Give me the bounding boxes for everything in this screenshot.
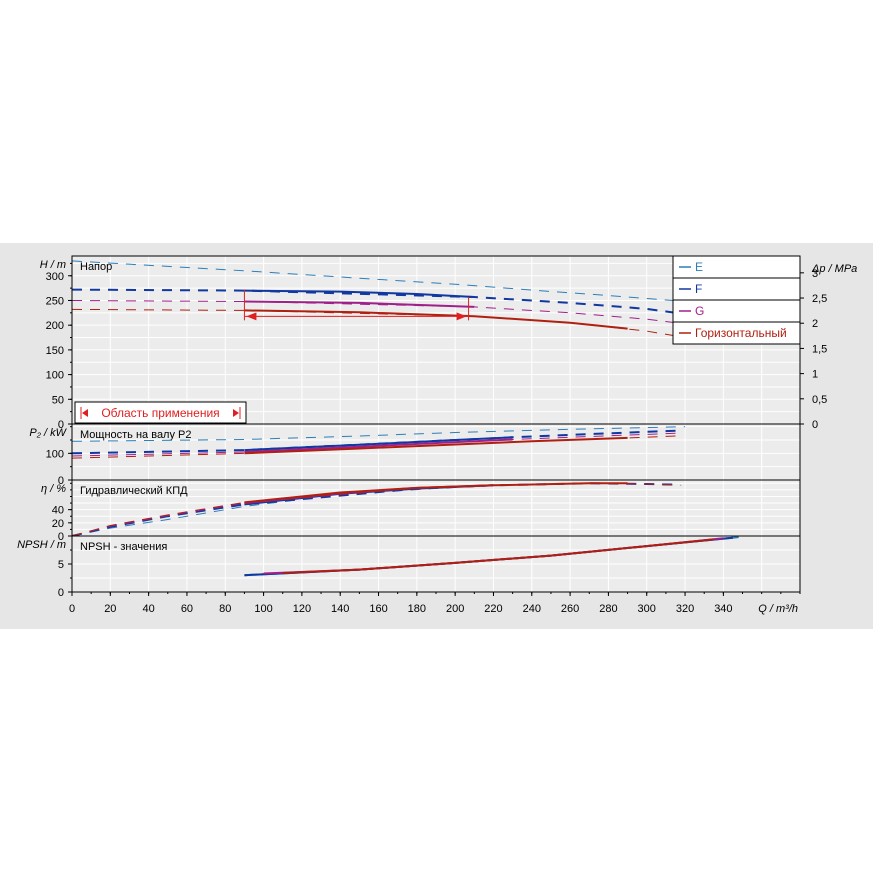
y2-axis-label: Δp / MPa — [811, 263, 857, 275]
range-label-box — [74, 401, 247, 424]
y2-tick-label: 2,5 — [812, 293, 827, 305]
y-axis-label: P₂ / kW — [29, 427, 67, 439]
range-arrow-right-icon — [456, 312, 467, 321]
y-tick-label: 300 — [46, 271, 64, 283]
x-tick-label: 300 — [638, 603, 656, 615]
range-arrow-left-icon — [246, 312, 257, 321]
x-axis: 0 20 40 60 80 100 120 140 160 180 200 220 240 260 280 3… — [69, 592, 801, 615]
y-tick-label: 50 — [52, 394, 64, 406]
y2-tick-label: 1,5 — [812, 343, 827, 355]
panel-title: Гидравлический КПД — [80, 485, 188, 497]
y-tick-label: 0 — [58, 587, 64, 599]
y-tick-label: 100 — [46, 448, 64, 460]
legend-entry-H — [672, 321, 801, 345]
range-label: Область применения — [101, 406, 219, 420]
y-axis-label: NPSH / m — [17, 539, 66, 551]
series-H-line — [244, 309, 628, 330]
x-axis-label: Q / m³/h — [758, 603, 798, 615]
series-G-line — [244, 438, 513, 453]
series-G-dashed-line — [71, 300, 676, 324]
panel-title: Напор — [80, 261, 112, 273]
legend-entry-E — [672, 255, 801, 279]
range-box-arrow-right-icon — [233, 409, 239, 417]
x-tick-label: 0 — [69, 603, 75, 615]
series-H-line — [282, 538, 714, 574]
y2-tick-label: 2 — [812, 318, 818, 330]
y-tick-label: 150 — [46, 345, 64, 357]
x-tick-label: 20 — [104, 603, 116, 615]
x-tick-label: 280 — [599, 603, 617, 615]
x-tick-label: 200 — [446, 603, 464, 615]
y2-tick-label: 1 — [812, 369, 818, 381]
x-tick-label: 180 — [408, 603, 426, 615]
legend-entry-F — [672, 277, 801, 301]
y-tick-label: 250 — [46, 295, 64, 307]
series-F-line — [244, 436, 513, 452]
y-axis-label: H / m — [40, 259, 66, 271]
x-tick-label: 100 — [254, 603, 272, 615]
y-tick-label: 20 — [52, 518, 64, 530]
y2-tick-label: 3 — [812, 268, 818, 280]
y-tick-label: 40 — [52, 505, 64, 517]
panel-power: 0 100 P₂ / kW Мощность на валу P2 — [29, 423, 801, 487]
series-E-dashed-line — [71, 260, 686, 302]
x-tick-label: 60 — [181, 603, 193, 615]
panel-background — [72, 480, 800, 536]
y-tick-label: 200 — [46, 320, 64, 332]
y-tick-label: 0 — [58, 419, 64, 431]
legend-label-F: F — [695, 282, 702, 296]
legend: EFG Горизонтальный — [672, 255, 801, 345]
series-H-line — [244, 436, 628, 455]
x-tick-label: 120 — [293, 603, 311, 615]
panel-npsh: 0 5 NPSH / m NPSH - значения — [17, 535, 801, 599]
range-box-arrow-left-icon — [82, 409, 88, 417]
series-F-dashed-line — [71, 288, 676, 314]
panel-title: Мощность на валу P2 — [80, 429, 192, 441]
legend-entry-G — [672, 299, 801, 323]
panel-title: NPSH - значения — [80, 541, 167, 553]
x-tick-label: 240 — [523, 603, 541, 615]
x-tick-label: 140 — [331, 603, 349, 615]
y-tick-label: 100 — [46, 370, 64, 382]
legend-label-G: G — [695, 304, 704, 318]
y-tick-label: 5 — [58, 559, 64, 571]
x-tick-label: 80 — [219, 603, 231, 615]
x-tick-label: 320 — [676, 603, 694, 615]
y-tick-label: 0 — [58, 475, 64, 487]
legend-label-H: Горизонтальный — [695, 326, 787, 340]
y2-tick-label: 0 — [812, 419, 818, 431]
x-tick-label: 40 — [143, 603, 155, 615]
x-tick-label: 260 — [561, 603, 579, 615]
x-tick-label: 220 — [484, 603, 502, 615]
x-tick-label: 340 — [714, 603, 732, 615]
series-F-line — [244, 289, 475, 298]
series-H-dashed-line — [71, 435, 676, 459]
legend-label-E: E — [695, 260, 703, 274]
y-tick-label: 0 — [58, 531, 64, 543]
series-G-line — [244, 300, 475, 308]
x-tick-label: 160 — [369, 603, 387, 615]
y-axis-label: η / % — [41, 483, 66, 495]
y2-tick-label: 0,5 — [812, 394, 827, 406]
series-H-line — [244, 482, 628, 504]
